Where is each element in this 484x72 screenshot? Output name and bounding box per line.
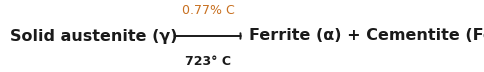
Text: 723° C: 723° C	[185, 55, 231, 68]
Text: Solid austenite (γ): Solid austenite (γ)	[10, 29, 177, 43]
Text: Ferrite (α) + Cementite (Fe₃C): Ferrite (α) + Cementite (Fe₃C)	[249, 29, 484, 43]
Text: 0.77% C: 0.77% C	[182, 4, 234, 17]
